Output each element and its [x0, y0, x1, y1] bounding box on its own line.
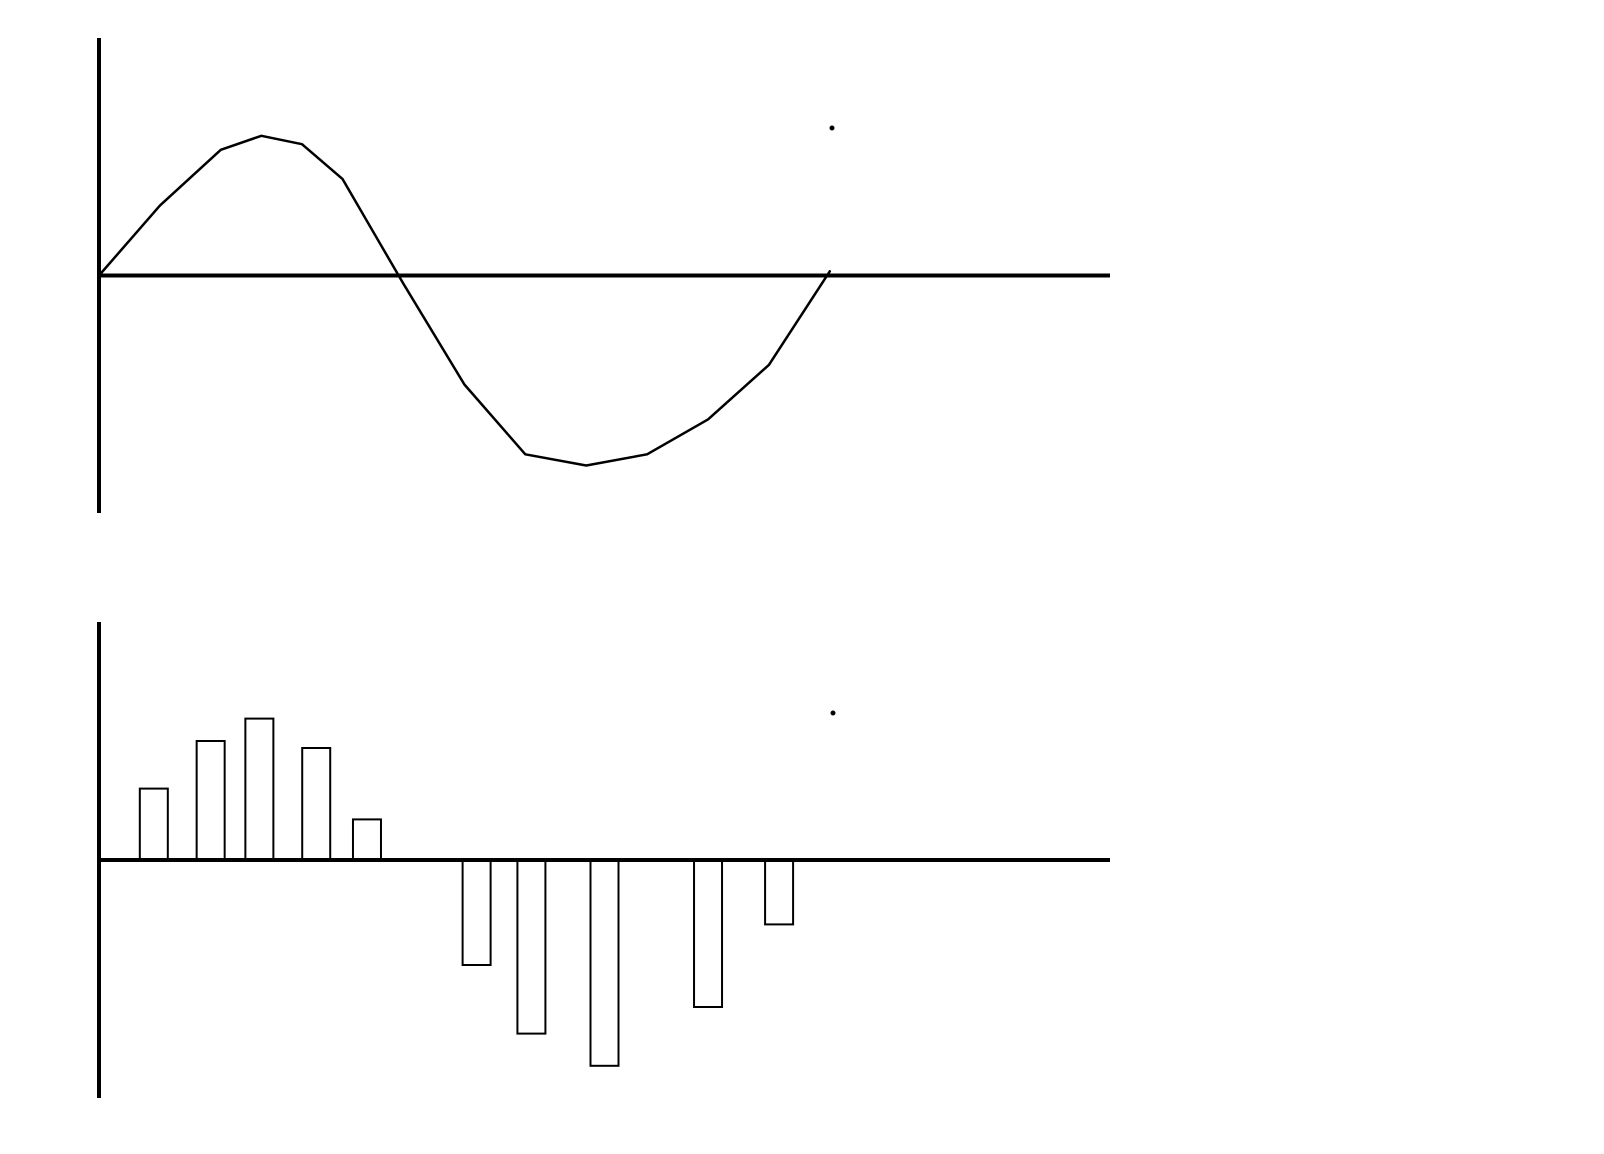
sample-bar — [693, 859, 724, 1008]
sample-bar — [461, 859, 492, 966]
sample-bar — [301, 747, 332, 861]
sample-bar — [195, 740, 226, 861]
sample-bar — [138, 787, 169, 861]
sample-bar — [351, 818, 382, 862]
sine-curve — [97, 134, 832, 467]
dot — [830, 710, 836, 716]
sample-bar — [516, 859, 547, 1035]
sample-bar — [589, 859, 620, 1067]
sample-bar — [764, 859, 795, 926]
dot — [829, 125, 835, 131]
sample-bar — [244, 717, 275, 861]
